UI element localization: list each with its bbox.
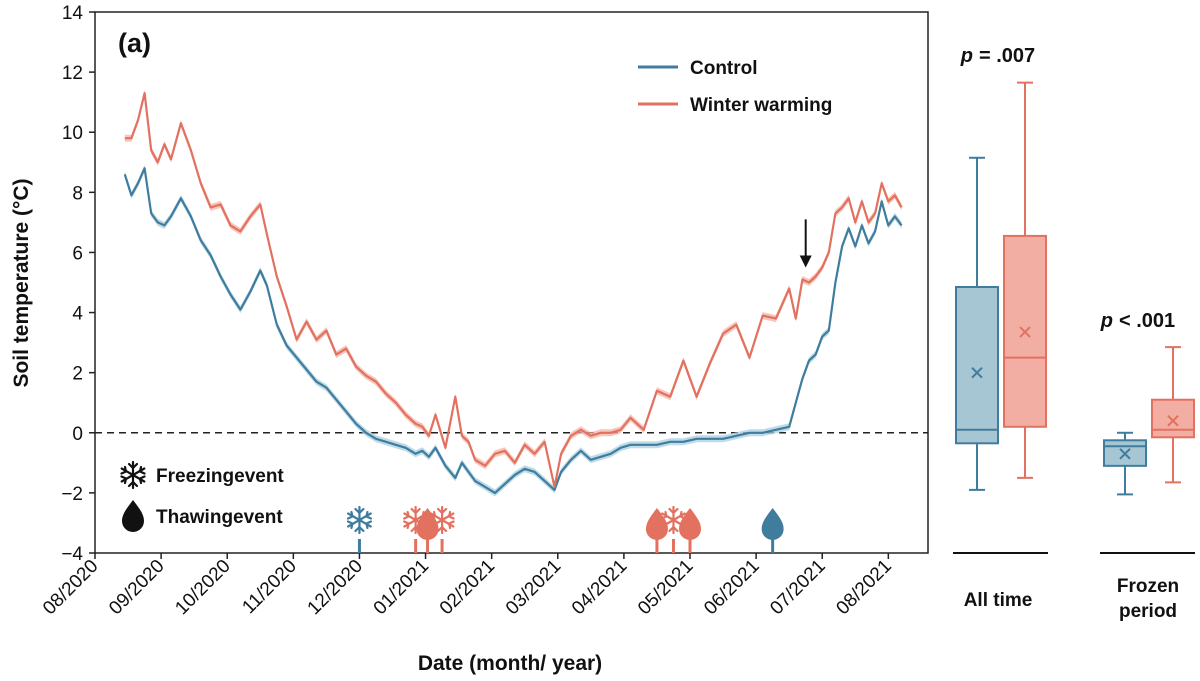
x-tick-label: 04/2021 (568, 556, 631, 619)
drop-icon (761, 508, 784, 540)
y-tick-label: 2 (72, 364, 83, 385)
x-tick-label: 11/2020 (238, 556, 300, 618)
box-mean-marker (1019, 326, 1031, 338)
boxplot-panels (955, 81, 1195, 496)
plot-frame (94, 11, 929, 554)
panel-label: (a) (118, 28, 151, 58)
x-tick-label: 03/2021 (502, 556, 565, 619)
events-layer (346, 505, 784, 553)
annotation-arrow (799, 219, 812, 268)
series-line-control (123, 167, 903, 494)
x-tick-label: 06/2021 (700, 556, 763, 619)
x-tick-label: 10/2020 (171, 556, 234, 619)
y-tick-label: 0 (72, 424, 83, 445)
event-legend: Freezingevent Thawingevent (120, 460, 284, 532)
box-winter-warming-frozen (1151, 346, 1195, 484)
group-label-frozen-line1: Frozen (1117, 576, 1179, 597)
snowflake-icon (120, 460, 146, 490)
p-value-frozen-period: p < .001 (1100, 310, 1175, 332)
x-tick-label: 09/2020 (105, 556, 168, 619)
box-body (1151, 398, 1195, 439)
box-control-frozen (1103, 431, 1147, 496)
legend-label-control: Control (690, 58, 758, 79)
x-tick-label: 05/2021 (634, 556, 697, 619)
y-tick-label: 6 (72, 243, 83, 264)
drop-icon (122, 500, 144, 532)
legend-label-winter-warming: Winter warming (690, 95, 832, 116)
box-body (955, 286, 999, 445)
y-tick-label: 4 (72, 304, 83, 325)
y-tick-label: 14 (62, 3, 84, 24)
x-tick-label: 07/2021 (766, 556, 829, 619)
y-axis-title: Soil temperature (°C) (10, 178, 33, 387)
group-label-all-time: All time (964, 590, 1033, 611)
y-tick-label: −2 (61, 484, 83, 505)
group-label-frozen-line2: period (1119, 601, 1177, 622)
x-axis-title: Date (month/ year) (418, 652, 602, 675)
box-mean-marker (1119, 448, 1131, 460)
x-axis: 08/2020 09/2020 10/2020 11/2020 12/2020 01/20… (39, 553, 896, 619)
series-line-winter-warming (124, 91, 903, 488)
arrow-head (799, 255, 812, 268)
y-tick-label: −4 (61, 544, 83, 565)
x-tick-label: 02/2021 (436, 556, 499, 619)
box-control-all-time (955, 156, 999, 491)
y-tick-label: 10 (62, 123, 83, 144)
legend-label-freezing: Freezingevent (156, 466, 284, 487)
p-value-all-time: p = .007 (960, 45, 1035, 67)
box-winter-warming-all-time (1003, 81, 1047, 479)
x-tick-label: 08/2020 (39, 556, 102, 619)
series-legend: Control Winter warming (638, 58, 832, 116)
legend-label-thawing: Thawingevent (156, 507, 283, 528)
x-tick-label: 12/2020 (304, 556, 367, 619)
y-axis: −4 −2 0 2 4 6 8 10 12 14 (61, 3, 95, 565)
y-tick-label: 8 (72, 183, 83, 204)
snowflake-icon (346, 505, 373, 535)
series-band-control (124, 164, 902, 497)
x-tick-label: 01/2021 (370, 556, 433, 619)
y-tick-label: 12 (62, 63, 83, 84)
x-tick-label: 08/2021 (832, 556, 895, 619)
box-mean-marker (971, 366, 983, 379)
series-layer (123, 89, 903, 497)
box-mean-marker (1167, 415, 1179, 427)
